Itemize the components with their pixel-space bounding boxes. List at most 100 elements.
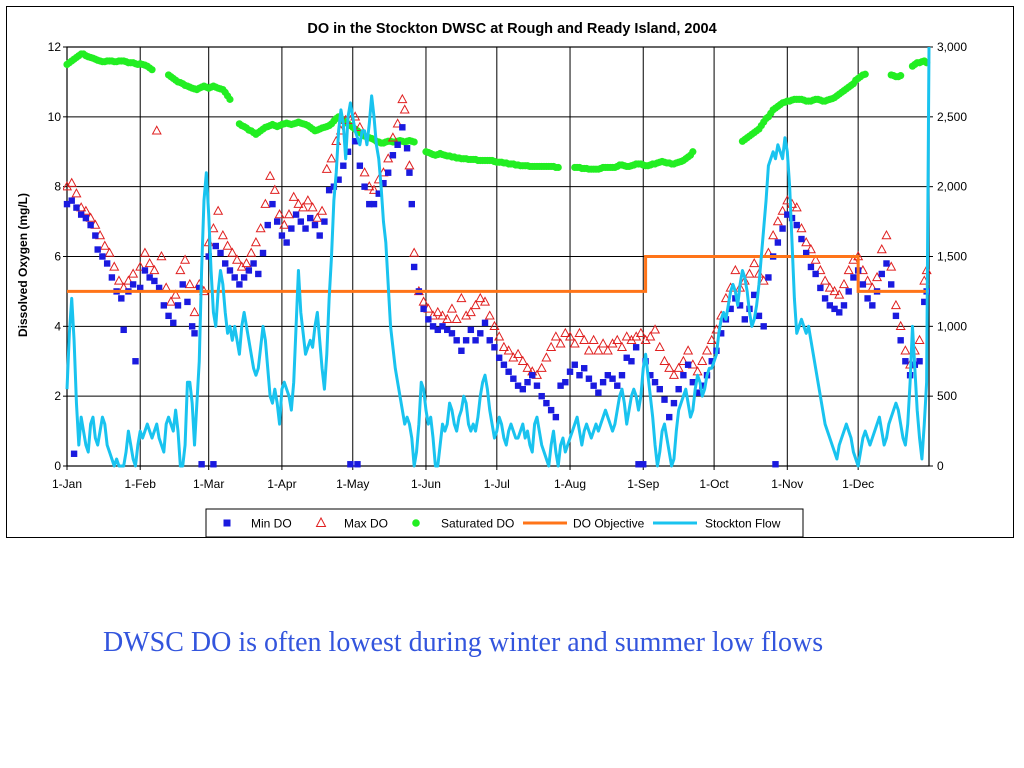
max-do-point (536, 362, 547, 372)
min-do-point (278, 232, 286, 239)
min-do-point (188, 323, 196, 330)
max-do-point (437, 310, 448, 320)
x-tick-label: 1-Jan (52, 477, 82, 491)
max-do-point (446, 303, 457, 313)
max-do-point (602, 345, 613, 355)
max-do-point (255, 223, 266, 233)
min-do-point (92, 232, 99, 239)
max-do-point (470, 299, 481, 310)
min-do-point (576, 372, 583, 379)
max-do-point (326, 153, 337, 163)
y-axis-label: Dissolved Oxygen (mg/L) (16, 193, 30, 337)
max-do-point (432, 306, 443, 317)
max-do-point (777, 205, 788, 215)
min-do-point (73, 204, 80, 211)
max-do-point (683, 345, 694, 355)
y-tick-label: 12 (48, 40, 62, 54)
min-do-point (292, 211, 300, 218)
min-do-point (798, 235, 805, 243)
min-do-point (250, 260, 257, 267)
min-do-point (217, 249, 224, 257)
min-do-point (916, 358, 923, 365)
y-tick-label: 6 (54, 250, 61, 264)
max-do-point (579, 334, 590, 344)
max-do-point (555, 338, 566, 348)
min-do-point (146, 274, 153, 281)
min-do-point (666, 413, 673, 421)
min-do-point (351, 138, 359, 145)
min-do-point (288, 225, 295, 232)
min-do-point (212, 242, 219, 250)
min-do-point (902, 358, 909, 365)
max-do-point (593, 345, 604, 355)
min-do-point (897, 337, 904, 344)
min-do-point (571, 361, 578, 368)
legend-marker-saturated-do (412, 519, 420, 527)
max-do-point (498, 341, 509, 351)
saturated-do-point (897, 72, 905, 80)
min-do-point (196, 284, 203, 292)
max-do-point (241, 257, 252, 268)
max-do-point (312, 212, 323, 222)
min-do-point (361, 183, 368, 190)
min-do-point (802, 249, 810, 257)
chart-svg: DO in the Stockton DWSC at Rough and Rea… (16, 21, 967, 538)
min-do-point (82, 214, 90, 222)
max-do-point (170, 289, 181, 299)
max-do-point (217, 230, 228, 240)
x-tick-label: 1-Oct (699, 477, 729, 491)
legend-marker-max-do (315, 516, 327, 527)
min-do-point (236, 281, 243, 288)
min-do-point (151, 277, 158, 285)
min-do-point (510, 375, 517, 382)
slide-caption: DWSC DO is often lowest during winter an… (103, 627, 824, 658)
max-do-point (180, 254, 191, 264)
min-do-point (231, 274, 238, 281)
max-do-point (109, 261, 120, 271)
max-do-point (66, 177, 77, 187)
min-do-point (859, 281, 867, 288)
x-tick-label: 1-Apr (267, 477, 296, 491)
saturated-do-point (410, 138, 418, 146)
min-do-point (472, 337, 479, 344)
min-do-point (585, 375, 593, 382)
min-do-point (311, 221, 319, 229)
max-do-point (250, 236, 261, 247)
min-do-point (462, 337, 470, 344)
max-do-point (387, 132, 398, 142)
min-do-point (538, 392, 545, 400)
min-do-point (845, 288, 852, 295)
max-do-point (302, 195, 313, 205)
max-do-point (517, 355, 528, 365)
min-do-point (408, 200, 415, 208)
y-tick-label: 10 (48, 110, 62, 124)
legend-label: DO Objective (573, 517, 645, 531)
min-do-point (562, 379, 569, 386)
min-do-point (524, 379, 531, 386)
y-tick-label: 8 (54, 180, 61, 194)
min-do-point (684, 361, 692, 368)
max-do-point (404, 160, 415, 170)
max-do-point (475, 292, 486, 303)
min-do-point (566, 368, 574, 375)
legend: Min DO Max DO Saturated DO DO Objective Stoc… (205, 508, 804, 538)
min-do-point (755, 312, 763, 320)
min-do-point (389, 152, 397, 159)
max-do-point (113, 275, 124, 285)
max-do-point (895, 320, 906, 331)
min-do-point (599, 379, 607, 386)
max-do-point (664, 362, 675, 372)
min-do-point (425, 316, 432, 323)
max-do-point (635, 327, 646, 338)
min-do-point (137, 284, 144, 292)
min-do-point (595, 389, 602, 396)
x-tick-label: 1-Jun (411, 477, 441, 491)
min-do-point (94, 246, 101, 253)
max-do-point (135, 261, 146, 271)
max-do-point (621, 331, 632, 341)
min-do-point (63, 200, 71, 208)
saturated-do-point (554, 163, 562, 172)
max-do-point (834, 289, 845, 299)
min-do-point (784, 211, 791, 218)
max-do-point (650, 324, 661, 334)
